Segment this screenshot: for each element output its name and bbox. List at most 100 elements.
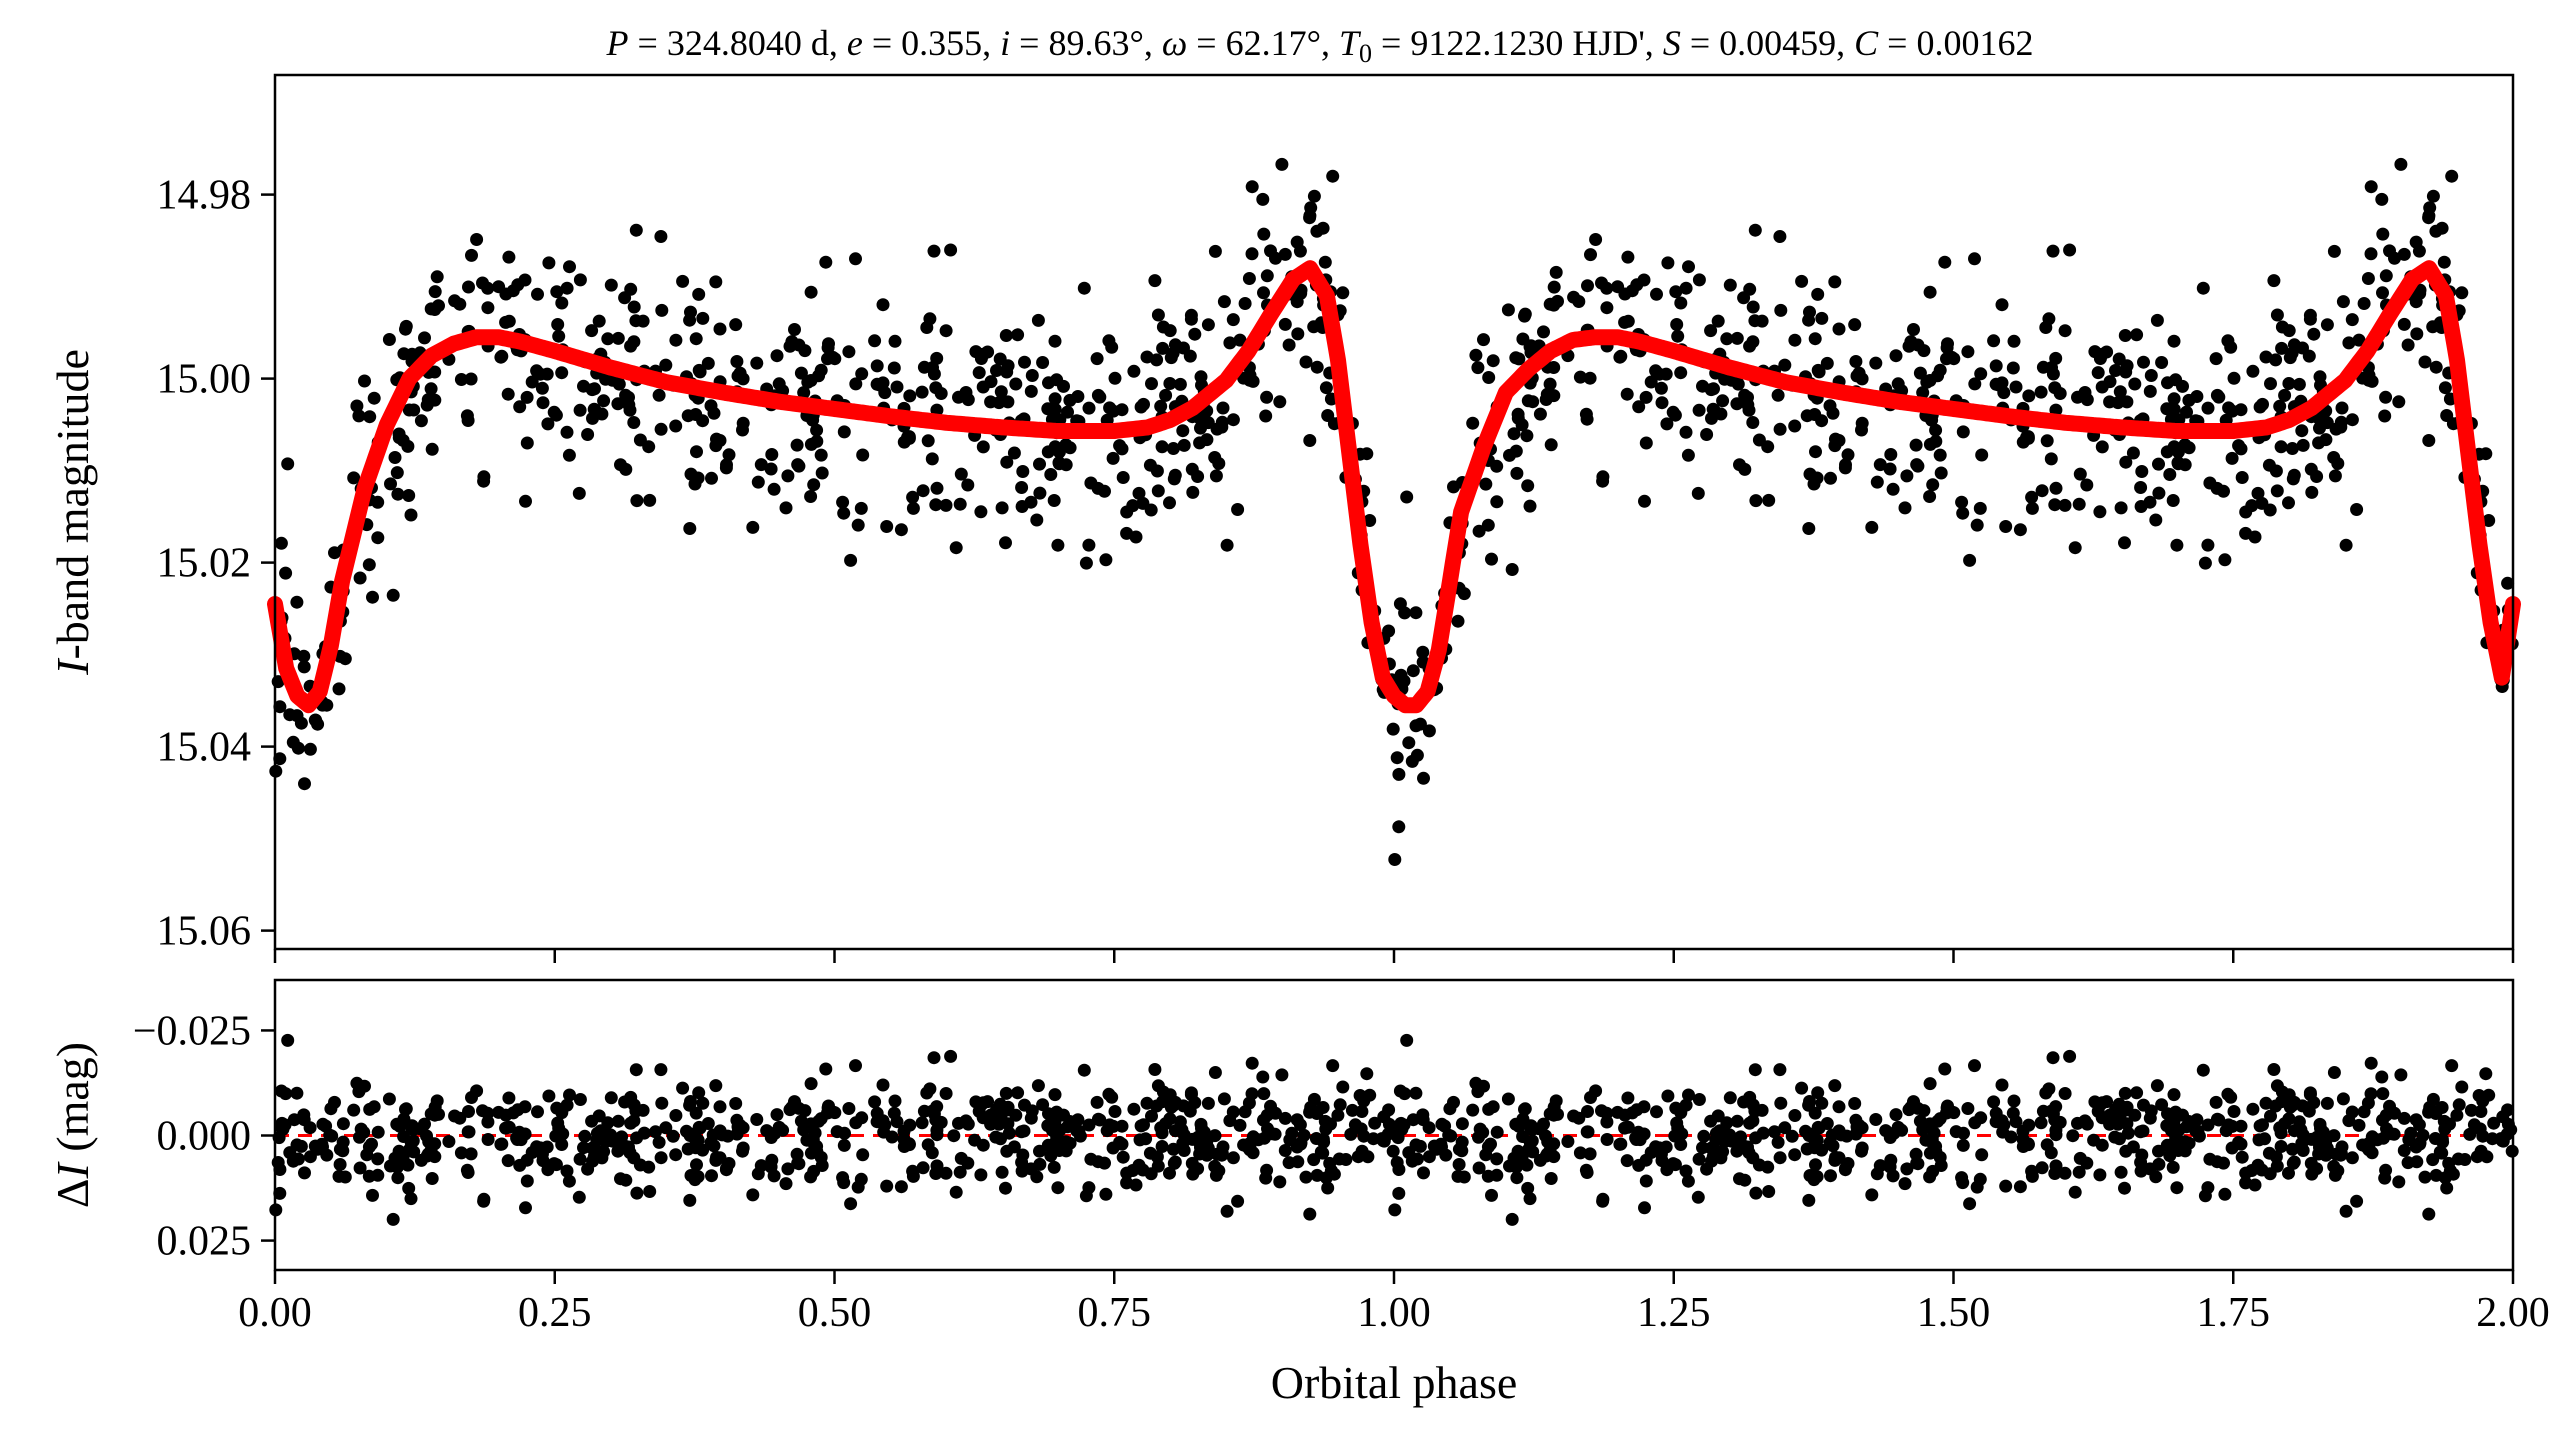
data-point xyxy=(1537,325,1550,339)
residual-point xyxy=(2482,1088,2496,1102)
x-tick-label: 0.50 xyxy=(798,1290,872,1336)
data-point xyxy=(597,394,611,408)
data-point xyxy=(2118,536,2131,550)
residual-point xyxy=(2463,1127,2477,1141)
residual-point xyxy=(1413,1139,1427,1153)
data-point xyxy=(1800,409,1814,423)
data-point xyxy=(654,230,668,243)
residual-point xyxy=(353,1161,367,1175)
residual-point xyxy=(1303,1207,1317,1221)
data-point xyxy=(358,374,371,388)
residual-point xyxy=(1355,1144,1369,1158)
data-point xyxy=(1526,342,1540,356)
residual-point xyxy=(897,1132,911,1146)
residual-point xyxy=(1264,1099,1277,1113)
residual-point xyxy=(926,1104,939,1118)
residual-point xyxy=(1398,1087,1412,1101)
data-point xyxy=(934,387,948,400)
data-point xyxy=(518,273,532,287)
data-point xyxy=(1679,425,1693,439)
residual-point xyxy=(2313,1141,2326,1155)
top-x-axis xyxy=(273,949,2515,963)
residual-point xyxy=(1741,1143,1755,1157)
residual-point xyxy=(2219,1124,2233,1138)
data-point xyxy=(1390,751,1404,765)
residual-point xyxy=(1691,1190,1705,1204)
top-y-axis-label: I-band magnitude xyxy=(47,349,98,676)
residual-point xyxy=(1245,1087,1259,1101)
residual-point xyxy=(2426,1153,2440,1167)
residual-point xyxy=(1345,1103,1359,1117)
data-point xyxy=(1968,252,1981,266)
residual-point xyxy=(1802,1193,1816,1207)
residual-point xyxy=(2445,1059,2459,1073)
data-point xyxy=(1469,348,1483,362)
data-point xyxy=(1824,471,1837,485)
data-point xyxy=(1144,503,1158,517)
residual-point xyxy=(976,1096,990,1110)
residual-point xyxy=(2376,1087,2390,1101)
data-point xyxy=(1737,291,1751,305)
data-point xyxy=(1405,754,1419,768)
data-point xyxy=(1501,303,1515,317)
bottom-y-axis: −0.025 0.000 0.025 xyxy=(133,1008,275,1265)
data-point xyxy=(347,471,361,485)
data-point xyxy=(2246,364,2260,378)
data-point xyxy=(2227,371,2241,385)
data-point xyxy=(1668,408,1682,422)
data-point xyxy=(1200,433,1214,447)
residual-point xyxy=(692,1086,706,1100)
data-point xyxy=(2239,526,2253,540)
data-point xyxy=(814,448,828,462)
data-point xyxy=(362,558,376,572)
data-point xyxy=(1052,445,1066,459)
data-point xyxy=(2048,498,2062,512)
data-point xyxy=(2310,470,2324,483)
residual-point xyxy=(442,1135,456,1148)
data-point xyxy=(1583,371,1597,385)
data-point xyxy=(1865,520,1879,534)
residual-point xyxy=(1191,1130,1205,1144)
residual-point xyxy=(1405,1154,1419,1168)
data-point xyxy=(1150,353,1164,367)
data-point xyxy=(1000,365,1014,379)
residual-point xyxy=(1307,1153,1321,1167)
residual-point xyxy=(1995,1078,2009,1092)
data-point xyxy=(806,413,820,427)
residual-point xyxy=(705,1169,718,1183)
residual-point xyxy=(1849,1127,1863,1141)
residual-point xyxy=(1108,1105,1122,1118)
residual-point xyxy=(2345,1105,2359,1119)
data-point xyxy=(2095,440,2109,454)
data-point xyxy=(797,386,811,400)
residual-point xyxy=(1761,1160,1775,1174)
data-point xyxy=(2166,494,2180,507)
data-point xyxy=(1511,411,1525,425)
data-point xyxy=(1707,382,1720,396)
data-point xyxy=(2438,381,2452,395)
data-point xyxy=(993,352,1007,366)
data-point xyxy=(2327,451,2341,464)
data-point xyxy=(906,501,920,515)
data-point xyxy=(2137,355,2150,369)
residual-point xyxy=(275,1116,289,1130)
data-point xyxy=(887,361,901,375)
residual-point xyxy=(481,1133,495,1146)
data-point xyxy=(1183,349,1197,363)
data-point xyxy=(1242,272,1256,285)
residual-point xyxy=(1975,1148,1989,1162)
data-point xyxy=(1730,331,1744,345)
residual-point xyxy=(501,1154,515,1168)
data-point xyxy=(2201,538,2215,552)
data-point xyxy=(2292,377,2306,391)
data-point xyxy=(1788,333,1802,347)
data-point xyxy=(1392,767,1406,781)
residual-point xyxy=(1297,1128,1311,1142)
residual-point xyxy=(1435,1140,1448,1154)
residual-point xyxy=(1148,1063,1162,1076)
residual-point xyxy=(1596,1194,1610,1208)
data-point xyxy=(2375,192,2389,206)
data-point xyxy=(1084,476,1098,490)
data-point xyxy=(999,329,1013,342)
data-point xyxy=(1886,482,1900,496)
